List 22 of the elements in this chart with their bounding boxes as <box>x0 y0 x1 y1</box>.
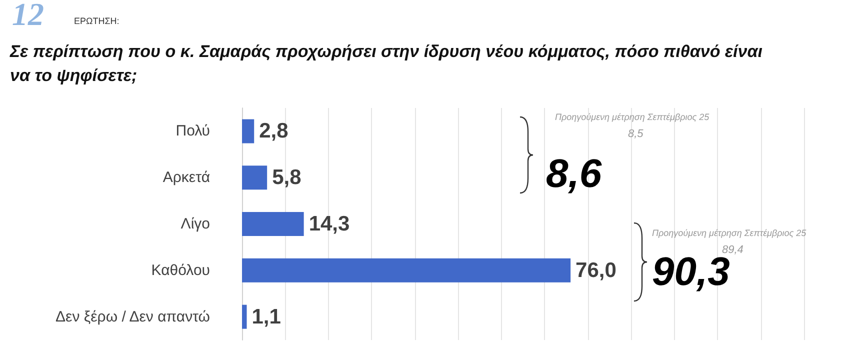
text: 12 <box>12 0 44 33</box>
bar <box>242 258 571 282</box>
y-tick-label: Πολύ <box>176 122 210 140</box>
annotation: 8,5 <box>628 128 644 140</box>
data-label: 5,8 <box>272 166 302 190</box>
annotation: Προηγούμενη μέτρηση Σεπτέμβριος 25 <box>555 112 710 122</box>
y-tick-label: Λίγο <box>180 216 210 232</box>
text: ΕΡΩΤΗΣΗ: <box>74 16 120 26</box>
bar <box>242 304 247 329</box>
data-label: 14,3 <box>308 212 350 236</box>
data-label: 76,0 <box>576 258 616 282</box>
y-tick-label: Αρκετά <box>162 169 210 186</box>
chart-title: Σε περίπτωση που ο κ. Σαμαράς προχωρήσει στην ίδρυση νέου κόμματος, πόσο πιθανό είναι να το ψηφίσετε; <box>10 41 764 87</box>
y-tick-label: Δεν ξέρω / Δεν απαντώ <box>56 308 210 326</box>
bar <box>242 119 254 144</box>
data-label: 2,8 <box>259 120 289 143</box>
annotation: Προηγούμενη μέτρηση Σεπτέμβριος 25 <box>652 228 806 238</box>
y-tick-label: Καθόλου <box>151 262 210 279</box>
bar <box>242 166 268 190</box>
annotation: 8,6 <box>546 152 602 197</box>
data-label: 1,1 <box>252 305 282 328</box>
bar <box>242 212 304 236</box>
